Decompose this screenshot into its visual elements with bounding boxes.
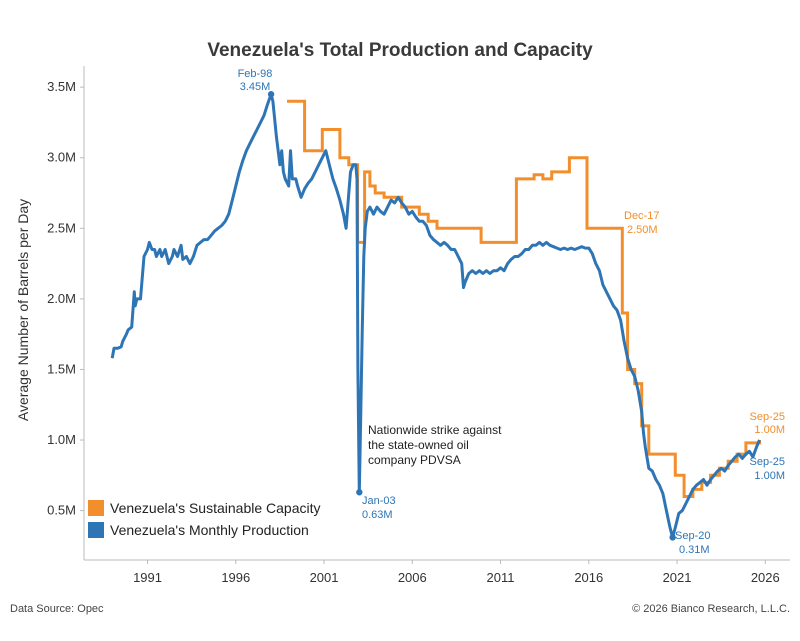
legend-label-production: Venezuela's Monthly Production (110, 522, 309, 538)
y-tick-label: 2.0M (47, 291, 76, 306)
y-tick-group: 3.5M 3.0M 2.5M 2.0M 1.5M 1.0M 0.5M (47, 79, 84, 518)
legend-swatch-production (88, 522, 104, 538)
y-axis-label: Average Number of Barrels per Day (15, 199, 31, 421)
x-tick-label: 2021 (663, 570, 692, 585)
x-tick-label: 2011 (487, 570, 515, 585)
production-marker (267, 91, 275, 98)
strike-low-date-label: Jan-03 (362, 495, 396, 507)
production-marker (356, 489, 363, 496)
chart-title: Venezuela's Total Production and Capacit… (207, 40, 593, 61)
production-marker (669, 534, 676, 541)
trough-date-label: Sep-20 (675, 530, 710, 542)
legend-swatch-capacity (88, 500, 104, 516)
peak-date-label: Feb-98 (238, 68, 273, 80)
x-tick-label: 2026 (751, 570, 780, 585)
y-tick-label: 3.5M (47, 79, 76, 94)
y-tick-label: 1.5M (47, 361, 76, 376)
x-tick-label: 1996 (221, 570, 250, 585)
strike-note-line-2: the state-owned oil (368, 438, 469, 452)
strike-note-line-1: Nationwide strike against (368, 423, 502, 437)
production-latest-value-label: 1.00M (754, 470, 785, 482)
peak-value-label: 3.45M (240, 81, 271, 93)
x-tick-label: 1991 (133, 570, 162, 585)
capacity-drop-date-label: Dec-17 (624, 210, 659, 222)
capacity-drop-value-label: 2.50M (627, 224, 658, 236)
legend: Venezuela's Sustainable Capacity Venezue… (88, 500, 320, 538)
strike-low-value-label: 0.63M (362, 509, 393, 521)
legend-label-capacity: Venezuela's Sustainable Capacity (110, 500, 320, 516)
trough-value-label: 0.31M (679, 544, 710, 556)
strike-note-line-3: company PDVSA (368, 453, 461, 467)
y-tick-label: 2.5M (47, 220, 76, 235)
x-tick-label: 2016 (574, 570, 603, 585)
copyright-text: © 2026 Bianco Research, L.L.C. (632, 603, 790, 615)
marker-group (267, 91, 676, 541)
y-tick-label: 3.0M (47, 150, 76, 165)
x-tick-group: 1991 1996 2001 2006 2011 2016 2021 2026 (133, 560, 780, 585)
series-line-production (110, 92, 761, 539)
production-latest-date-label: Sep-25 (750, 456, 785, 468)
capacity-latest-date-label: Sep-25 (750, 411, 785, 423)
capacity-latest-value-label: 1.00M (754, 424, 785, 436)
x-tick-label: 2001 (310, 570, 339, 585)
data-source-text: Data Source: Opec (10, 603, 104, 615)
y-tick-label: 1.0M (47, 432, 76, 447)
x-tick-label: 2006 (398, 570, 427, 585)
y-tick-label: 0.5M (47, 503, 76, 518)
